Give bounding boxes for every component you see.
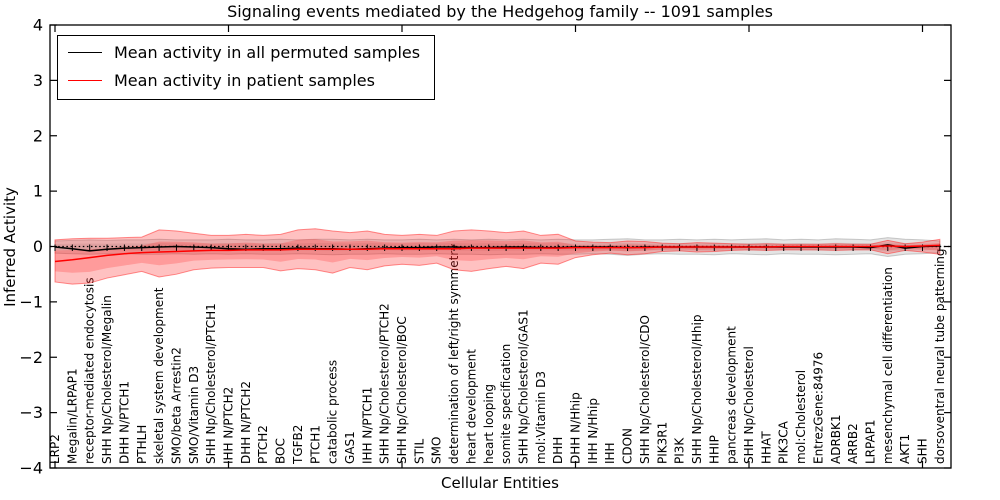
x-tick-label: LRPAP1 — [863, 419, 877, 464]
x-tick-label: mol:Vitamin D3 — [534, 371, 548, 464]
x-tick-label: skeletal system development — [152, 287, 166, 464]
x-tick-label: ARRB2 — [846, 423, 860, 464]
x-tick-label: SHH Np/Cholesterol/PTCH1 — [204, 303, 218, 464]
x-tick-label: HHAT — [759, 431, 773, 464]
x-tick-label: catabolic process — [326, 360, 340, 464]
legend-label-permuted: Mean activity in all permuted samples — [114, 43, 421, 62]
x-tick-label: DHH N/PTCH1 — [117, 381, 131, 464]
permuted-line-swatch — [68, 52, 102, 53]
x-tick-label: SMO/Vitamin D3 — [187, 366, 201, 464]
x-tick-label: ADRBK1 — [829, 414, 843, 464]
x-tick-label: mesenchymal cell differentiation — [881, 267, 895, 464]
x-tick-label: DHH — [551, 437, 565, 464]
x-tick-label: SHH Np/Cholesterol/PTCH2 — [378, 303, 392, 464]
y-tick-label: 0 — [33, 237, 43, 256]
x-axis-label: Cellular Entities — [441, 474, 559, 492]
x-tick-label: AKT1 — [898, 434, 912, 464]
y-tick-label: 1 — [33, 182, 43, 201]
x-tick-label: SHH Np/Cholesterol/BOC — [395, 316, 409, 464]
y-tick-label: −4 — [19, 459, 43, 478]
x-tick-label: SMO/beta Arrestin2 — [169, 347, 183, 464]
band-patient — [54, 228, 941, 285]
patient-mean-line — [54, 244, 940, 263]
x-tick-label: IHH — [603, 442, 617, 464]
y-tick-label: 3 — [33, 71, 43, 90]
x-tick-label: LRP2 — [48, 434, 62, 464]
x-tick-label: SHH Np/Cholesterol/Megalin — [100, 295, 114, 464]
x-tick-label: dorsoventral neural tube patterning — [933, 248, 947, 464]
y-axis-label: Inferred Activity — [1, 187, 19, 307]
legend-entry-permuted: Mean activity in all permuted samples — [68, 43, 420, 62]
x-tick-label: EntrezGene:84976 — [811, 352, 825, 464]
x-tick-label: DHH N/Hhip — [569, 392, 583, 464]
x-tick-label: PIK3CA — [777, 420, 791, 464]
x-tick-label: PTCH1 — [308, 425, 322, 464]
x-tick-label: CDON — [621, 428, 635, 464]
x-tick-label: SHH Np/Cholesterol/GAS1 — [516, 309, 530, 464]
x-tick-label: IHH N/PTCH1 — [360, 387, 374, 464]
legend-label-patient: Mean activity in patient samples — [114, 71, 375, 90]
x-tick-label: HHIP — [707, 435, 721, 464]
x-tick-label: heart looping — [482, 384, 496, 464]
x-tick-label: SHH Np/Cholesterol/CDO — [638, 315, 652, 464]
y-tick-label: −3 — [19, 403, 43, 422]
x-tick-label: Megalin/LRPAP1 — [65, 368, 79, 464]
x-tick-label: BOC — [274, 438, 288, 464]
x-tick-label: SHH — [916, 438, 930, 464]
y-tick-label: −2 — [19, 348, 43, 367]
x-tick-label: TGFB2 — [291, 425, 305, 465]
x-tick-label: SHH Np/Cholesterol — [742, 346, 756, 464]
x-tick-label: pancreas development — [725, 326, 739, 464]
legend-box: Mean activity in all permuted samples Me… — [57, 35, 436, 100]
y-tick-label: 4 — [33, 16, 43, 35]
x-tick-label: SMO — [430, 437, 444, 464]
patient-line-swatch — [68, 80, 102, 81]
x-tick-label: determination of left/right symmetry — [447, 244, 461, 464]
x-tick-label: mol:Cholesterol — [794, 370, 808, 464]
legend-entry-patient: Mean activity in patient samples — [68, 71, 420, 90]
x-tick-label: PIK3R1 — [655, 422, 669, 464]
x-tick-label: STIL — [412, 439, 426, 464]
x-tick-label: SHH Np/Cholesterol/Hhip — [690, 315, 704, 464]
x-tick-label: DHH N/PTCH2 — [239, 381, 253, 464]
x-tick-label: IHH N/PTCH2 — [222, 387, 236, 464]
x-tick-label: IHH N/Hhip — [586, 398, 600, 464]
y-tick-label: 2 — [33, 126, 43, 145]
x-tick-label: somite specification — [499, 344, 513, 464]
x-tick-label: receptor-mediated endocytosis — [83, 277, 97, 464]
chart-title: Signaling events mediated by the Hedgeho… — [227, 2, 773, 21]
x-tick-label: PTHLH — [135, 425, 149, 464]
x-tick-label: PI3K — [673, 437, 687, 464]
x-tick-label: heart development — [464, 349, 478, 464]
x-tick-label: PTCH2 — [256, 425, 270, 464]
x-tick-label: GAS1 — [343, 431, 357, 464]
y-tick-label: −1 — [19, 292, 43, 311]
